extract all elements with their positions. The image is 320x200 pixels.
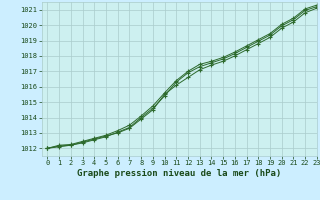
X-axis label: Graphe pression niveau de la mer (hPa): Graphe pression niveau de la mer (hPa) bbox=[77, 169, 281, 178]
